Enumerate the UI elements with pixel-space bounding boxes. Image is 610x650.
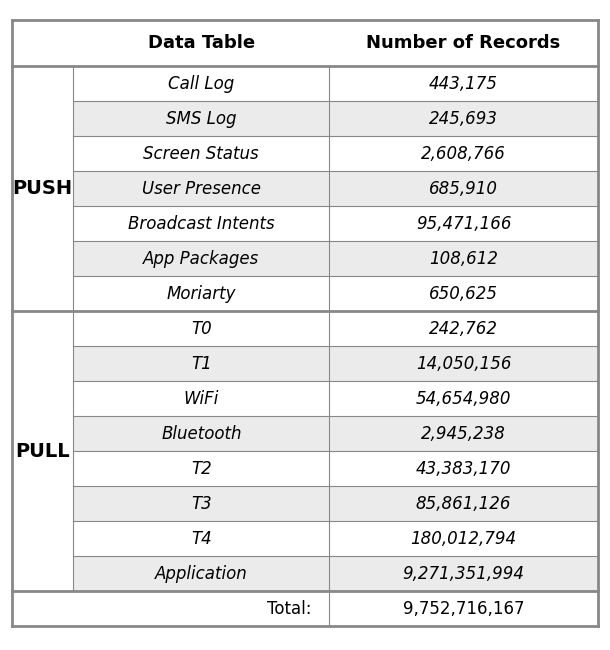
Bar (73, 521, 329, 556)
Bar (73, 136, 329, 172)
Text: 95,471,166: 95,471,166 (416, 215, 511, 233)
Text: Screen Status: Screen Status (143, 145, 259, 163)
Text: 54,654,980: 54,654,980 (416, 390, 511, 408)
Text: Call Log: Call Log (168, 75, 234, 93)
Text: User Presence: User Presence (142, 180, 261, 198)
Text: SMS Log: SMS Log (166, 110, 237, 128)
Text: 650,625: 650,625 (429, 285, 498, 303)
Text: Moriarty: Moriarty (167, 285, 236, 303)
Text: 9,752,716,167: 9,752,716,167 (403, 600, 525, 618)
Text: 242,762: 242,762 (429, 320, 498, 338)
Bar (73, 172, 329, 206)
Bar (73, 276, 329, 311)
Bar (329, 556, 598, 592)
Bar (329, 452, 598, 486)
Bar (73, 206, 329, 241)
Text: App Packages: App Packages (143, 250, 259, 268)
Bar (329, 346, 598, 382)
Bar (329, 486, 598, 521)
Text: 2,608,766: 2,608,766 (421, 145, 506, 163)
Text: T4: T4 (191, 530, 212, 548)
Text: T3: T3 (191, 495, 212, 513)
Bar (73, 241, 329, 276)
Text: Bluetooth: Bluetooth (161, 425, 242, 443)
Bar (329, 172, 598, 206)
Bar (12, 66, 73, 311)
Bar (73, 486, 329, 521)
Text: PUSH: PUSH (13, 179, 73, 198)
Text: 443,175: 443,175 (429, 75, 498, 93)
Text: Data Table: Data Table (148, 34, 255, 52)
Bar (329, 241, 598, 276)
Text: T0: T0 (191, 320, 212, 338)
Text: T1: T1 (191, 355, 212, 373)
Text: 43,383,170: 43,383,170 (416, 460, 511, 478)
Bar (329, 136, 598, 172)
Text: Number of Records: Number of Records (367, 34, 561, 52)
Bar (12, 592, 598, 627)
Bar (329, 206, 598, 241)
Bar (73, 556, 329, 592)
Bar (73, 452, 329, 486)
Bar (329, 417, 598, 452)
Bar (73, 101, 329, 136)
Text: Total:: Total: (267, 600, 311, 618)
Bar (73, 311, 329, 346)
Text: 180,012,794: 180,012,794 (411, 530, 517, 548)
Bar (329, 521, 598, 556)
Bar (329, 276, 598, 311)
Bar (73, 417, 329, 452)
Bar (329, 311, 598, 346)
Bar (12, 311, 73, 592)
Text: WiFi: WiFi (184, 390, 219, 408)
Text: Application: Application (155, 565, 248, 583)
Bar (329, 382, 598, 417)
Text: Broadcast Intents: Broadcast Intents (128, 215, 274, 233)
Text: 245,693: 245,693 (429, 110, 498, 128)
Bar (329, 101, 598, 136)
Text: 2,945,238: 2,945,238 (421, 425, 506, 443)
Bar (73, 66, 329, 101)
Text: PULL: PULL (15, 442, 70, 461)
Bar (73, 346, 329, 382)
Text: 14,050,156: 14,050,156 (416, 355, 511, 373)
Text: T2: T2 (191, 460, 212, 478)
Text: 685,910: 685,910 (429, 180, 498, 198)
Text: 9,271,351,994: 9,271,351,994 (403, 565, 525, 583)
Bar (329, 66, 598, 101)
Text: 108,612: 108,612 (429, 250, 498, 268)
Bar (12, 20, 598, 66)
Bar (73, 382, 329, 417)
Text: 85,861,126: 85,861,126 (416, 495, 511, 513)
